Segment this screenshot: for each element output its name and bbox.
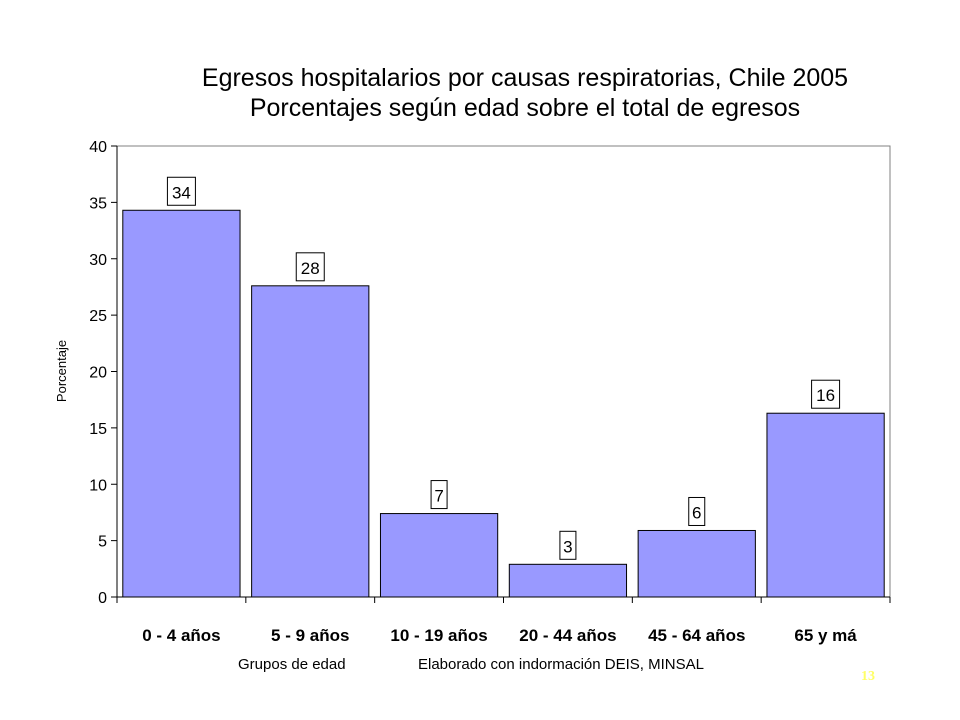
data-label: 34 (172, 183, 191, 202)
bar (251, 285, 370, 598)
data-label-box (166, 176, 196, 206)
x-tick-label: 65 y má (794, 626, 857, 645)
chart-subtitle: Porcentajes según edad sobre el total de… (250, 94, 800, 122)
data-label: 28 (301, 259, 320, 278)
y-tick-label: 15 (89, 421, 107, 438)
data-label: 3 (563, 537, 572, 556)
bar (379, 513, 499, 598)
page-number: 13 (861, 669, 875, 684)
source-note: Elaborado con indormación DEIS, MINSAL (418, 656, 704, 673)
y-tick-label: 35 (89, 195, 107, 212)
bars (122, 209, 885, 598)
x-tick-label: 5 - 9 años (271, 626, 349, 645)
y-tick-label: 25 (89, 308, 107, 325)
x-ticks: 0 - 4 años 5 - 9 años 10 - 19 años 20 - 44 … (116, 597, 891, 645)
plot-area (116, 145, 891, 598)
x-axis-label: Grupos de edad (238, 656, 346, 673)
data-label-box (295, 252, 325, 282)
y-tick-label: 5 (98, 534, 107, 551)
x-tick-label: 0 - 4 años (142, 626, 220, 645)
data-label: 6 (692, 503, 701, 522)
x-tick-label: 20 - 44 años (519, 626, 616, 645)
y-tick-label: 10 (89, 477, 107, 494)
chart-title: Egresos hospitalarios por causas respira… (202, 64, 848, 92)
y-tick-label: 0 (98, 590, 107, 607)
y-axis-label: Porcentaje (54, 340, 69, 402)
data-labels: 34 28 7 3 6 16 (166, 176, 841, 560)
data-label-box (811, 379, 841, 409)
bar (637, 529, 756, 598)
bar (766, 412, 885, 598)
bar (122, 209, 241, 598)
y-tick-label: 40 (89, 139, 107, 156)
y-tick-label: 20 (89, 365, 107, 382)
y-ticks: 0 5 10 15 20 25 30 35 40 (89, 139, 117, 607)
x-tick-label: 10 - 19 años (390, 626, 487, 645)
bar (508, 563, 628, 598)
x-tick-label: 45 - 64 años (648, 626, 745, 645)
data-label-box (688, 496, 706, 526)
data-label: 16 (816, 386, 835, 405)
data-label: 7 (434, 487, 443, 506)
data-label-box (559, 530, 577, 560)
data-label-box (430, 480, 448, 510)
y-tick-label: 30 (89, 252, 107, 269)
